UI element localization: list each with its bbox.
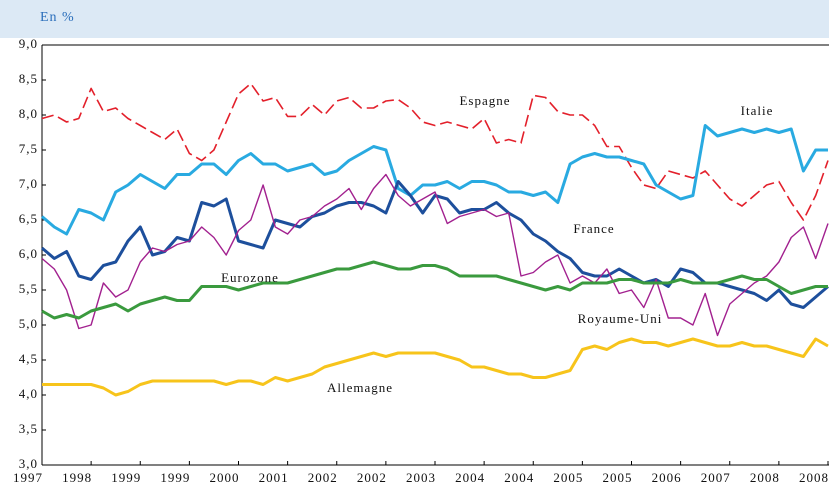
x-tick-label: 2006 (652, 470, 682, 485)
y-tick-label: 4,0 (19, 386, 38, 401)
x-tick-label: 2004 (504, 470, 534, 485)
y-tick-label: 4,5 (19, 351, 38, 366)
series-label: France (573, 221, 614, 236)
series-line (41, 180, 829, 309)
x-tick-label: 2002 (308, 470, 338, 485)
y-tick-label: 6,0 (19, 246, 38, 261)
x-tick-label: 2007 (701, 470, 731, 485)
series-label: Espagne (459, 93, 510, 108)
x-tick-label: 2005 (603, 470, 633, 485)
series-label: Italie (741, 103, 774, 118)
y-tick-label: 7,5 (19, 141, 38, 156)
x-tick-label: 1998 (62, 470, 92, 485)
series-line (41, 124, 828, 236)
series-line (41, 82, 829, 221)
y-tick-label: 6,5 (19, 211, 38, 226)
x-tick-label: 1999 (111, 470, 141, 485)
series-label: Allemagne (327, 380, 393, 395)
x-tick-label: 2001 (259, 470, 289, 485)
series-line (41, 173, 829, 337)
y-tick-label: 7,0 (19, 176, 38, 191)
series-line (41, 260, 828, 320)
x-tick-label: 2000 (210, 470, 240, 485)
series-label: Royaume-Uni (578, 311, 663, 326)
x-tick-label: 2008 (799, 470, 829, 485)
x-tick-label: 2003 (406, 470, 436, 485)
x-tick-label: 2008 (750, 470, 780, 485)
series-line (42, 337, 829, 397)
chart-subtitle: En % (40, 10, 75, 25)
y-tick-label: 8,0 (19, 106, 38, 121)
y-tick-label: 5,0 (19, 316, 38, 331)
y-tick-label: 5,5 (19, 281, 38, 296)
y-tick-label: 3,5 (19, 421, 38, 436)
x-tick-label: 1997 (13, 470, 43, 485)
y-tick-label: 9,0 (19, 36, 38, 51)
x-tick-label: 1999 (160, 470, 190, 485)
y-tick-label: 8,5 (19, 71, 38, 86)
y-tick-label: 3,0 (19, 456, 38, 471)
series-label: Eurozone (221, 270, 279, 285)
x-tick-label: 2002 (357, 470, 387, 485)
x-tick-label: 2004 (455, 470, 485, 485)
header-band (0, 0, 829, 38)
x-tick-label: 2005 (553, 470, 583, 485)
